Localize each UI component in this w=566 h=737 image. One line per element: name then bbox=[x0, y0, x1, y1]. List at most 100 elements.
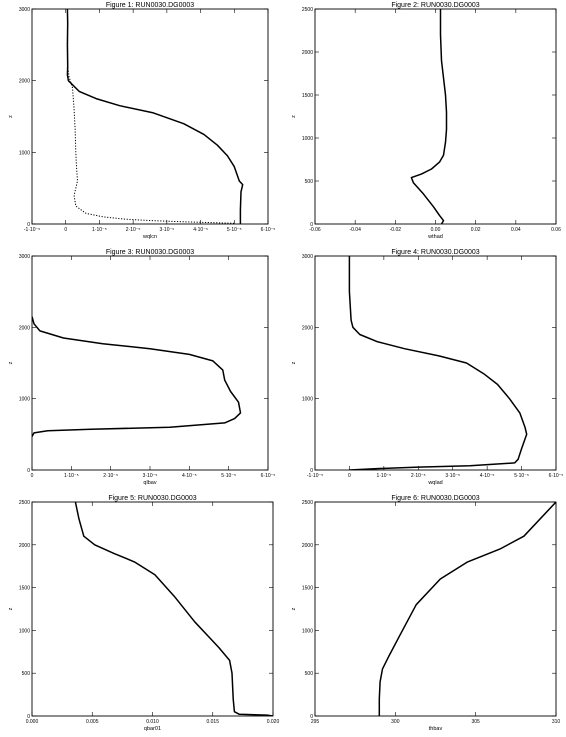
y-tick-label: 3000 bbox=[19, 7, 30, 13]
series-line-1 bbox=[32, 316, 242, 437]
series-line-1 bbox=[348, 256, 528, 470]
x-tick-label: 5·10⁻⁵ bbox=[227, 227, 242, 233]
x-tick-label: 3·10⁻⁵ bbox=[159, 227, 174, 233]
series-line-1 bbox=[378, 502, 556, 716]
x-tick-label: 0.010 bbox=[146, 719, 159, 725]
x-tick-label: 3·10⁻⁵ bbox=[143, 473, 158, 479]
y-tick-label: 1000 bbox=[302, 136, 313, 142]
x-tick-label: 310 bbox=[552, 719, 561, 725]
y-tick-label: 2000 bbox=[302, 543, 313, 549]
plot-frame bbox=[31, 255, 269, 471]
x-tick-label: 0.00 bbox=[431, 227, 441, 233]
y-axis-label: z bbox=[8, 361, 14, 364]
chart-title: Figure 1: RUN0030.DG0003 bbox=[106, 2, 194, 9]
y-tick-label: 0 bbox=[310, 222, 313, 228]
x-tick-label: 1·10⁻⁵ bbox=[376, 473, 391, 479]
y-tick-label: 0 bbox=[27, 468, 30, 474]
x-tick-label: -1·10⁻⁵ bbox=[307, 473, 323, 479]
y-tick-label: 2000 bbox=[19, 325, 30, 331]
x-tick-label: 2·10⁻⁵ bbox=[103, 473, 118, 479]
y-axis-label: z bbox=[291, 115, 297, 118]
y-tick-label: 2500 bbox=[302, 7, 313, 13]
y-tick-label: 0 bbox=[27, 714, 30, 720]
x-tick-label: 6·10⁻⁵ bbox=[261, 473, 276, 479]
series-line-2-dotted bbox=[66, 9, 235, 224]
x-tick-label: 300 bbox=[391, 719, 400, 725]
y-tick-label: 1000 bbox=[302, 397, 313, 403]
y-tick-label: 1000 bbox=[19, 397, 30, 403]
x-tick-label: 2·10⁻⁵ bbox=[411, 473, 426, 479]
x-tick-label: 0 bbox=[348, 473, 351, 479]
y-tick-label: 500 bbox=[305, 671, 314, 677]
x-tick-label: 0.06 bbox=[551, 227, 561, 233]
x-tick-label: 6·10⁻⁵ bbox=[261, 227, 276, 233]
x-tick-label: 1·10⁻⁵ bbox=[92, 227, 107, 233]
x-tick-label: 4·10⁻⁵ bbox=[193, 227, 208, 233]
x-tick-label: -0.06 bbox=[309, 227, 321, 233]
chart-title: Figure 3: RUN0030.DG0003 bbox=[106, 249, 194, 256]
y-tick-label: 3000 bbox=[19, 254, 30, 260]
plot-frame bbox=[314, 8, 557, 225]
chart-title: Figure 2: RUN0030.DG0003 bbox=[391, 2, 479, 9]
x-tick-label: 0.005 bbox=[86, 719, 99, 725]
series-line-1 bbox=[410, 9, 448, 224]
x-tick-label: 0 bbox=[64, 227, 67, 233]
x-tick-label: 0.000 bbox=[26, 719, 39, 725]
y-tick-label: 1000 bbox=[302, 628, 313, 634]
y-axis-label: z bbox=[291, 607, 297, 610]
y-tick-label: 2000 bbox=[19, 79, 30, 85]
y-tick-label: 1000 bbox=[19, 150, 30, 156]
chart-title: Figure 4: RUN0030.DG0003 bbox=[391, 249, 479, 256]
plot-frame bbox=[31, 501, 274, 717]
x-tick-label: 0 bbox=[31, 473, 34, 479]
x-tick-label: 295 bbox=[311, 719, 320, 725]
x-tick-label: 4·10⁻⁵ bbox=[182, 473, 197, 479]
chart-title: Figure 6: RUN0030.DG0003 bbox=[391, 495, 479, 502]
y-tick-label: 1500 bbox=[302, 586, 313, 592]
x-axis-label: qbar01 bbox=[144, 726, 161, 732]
y-tick-label: 2500 bbox=[302, 500, 313, 506]
x-tick-label: 305 bbox=[471, 719, 480, 725]
y-tick-label: 2000 bbox=[302, 50, 313, 56]
y-tick-label: 2500 bbox=[19, 500, 30, 506]
panel-3: Figure 3: RUN0030.DG0003 0 1·10⁻⁵ 2·10⁻⁵ 3·1… bbox=[8, 249, 275, 486]
x-tick-label: 1·10⁻⁵ bbox=[64, 473, 79, 479]
x-axis-label: thbav bbox=[429, 726, 443, 732]
x-tick-label: 3·10⁻⁵ bbox=[445, 473, 460, 479]
y-axis-label: z bbox=[291, 361, 297, 364]
y-tick-label: 0 bbox=[310, 468, 313, 474]
y-tick-label: 0 bbox=[27, 222, 30, 228]
chart-title: Figure 5: RUN0030.DG0003 bbox=[108, 495, 196, 502]
x-tick-label: 0.020 bbox=[267, 719, 280, 725]
x-tick-label: 4·10⁻⁵ bbox=[480, 473, 495, 479]
x-tick-label: 5·10⁻⁵ bbox=[221, 473, 236, 479]
y-tick-label: 0 bbox=[310, 714, 313, 720]
y-axis-label: z bbox=[8, 607, 14, 610]
x-tick-label: 0.015 bbox=[206, 719, 219, 725]
x-tick-label: 6·10⁻⁵ bbox=[549, 473, 564, 479]
x-tick-label: -1·10⁻⁵ bbox=[24, 227, 40, 233]
y-tick-label: 500 bbox=[22, 671, 31, 677]
panel-5: Figure 5: RUN0030.DG0003 0.000 0.005 0.010 0… bbox=[8, 495, 279, 732]
plot-frame bbox=[314, 501, 557, 717]
x-tick-label: 0.02 bbox=[471, 227, 481, 233]
panel-2: Figure 2: RUN0030.DG0003 -0.06 -0.04 -0.02 0… bbox=[291, 2, 561, 240]
x-axis-label: qlbav bbox=[143, 480, 156, 486]
x-axis-label: wthad bbox=[427, 234, 443, 240]
plot-frame bbox=[31, 8, 269, 225]
y-tick-label: 2000 bbox=[19, 543, 30, 549]
x-tick-label: -0.04 bbox=[349, 227, 361, 233]
y-tick-label: 1000 bbox=[19, 628, 30, 634]
y-tick-label: 1500 bbox=[302, 93, 313, 99]
x-axis-label: wqlcn bbox=[142, 234, 157, 240]
panel-1: Figure 1: RUN0030.DG0003-1·10⁻⁵ 0 1·10⁻⁵ 2·… bbox=[8, 2, 275, 240]
y-axis-label: z bbox=[8, 115, 14, 118]
x-axis-label: wqlad bbox=[427, 480, 442, 486]
series-line-1 bbox=[74, 502, 273, 716]
y-tick-label: 3000 bbox=[302, 254, 313, 260]
x-tick-label: 5·10⁻⁵ bbox=[514, 473, 529, 479]
panel-4: Figure 4: RUN0030.DG0003-1·10⁻⁵ 0 1·10⁻⁵ 2·… bbox=[291, 249, 563, 486]
series-line-1 bbox=[66, 9, 244, 224]
x-tick-label: 2·10⁻⁵ bbox=[126, 227, 141, 233]
